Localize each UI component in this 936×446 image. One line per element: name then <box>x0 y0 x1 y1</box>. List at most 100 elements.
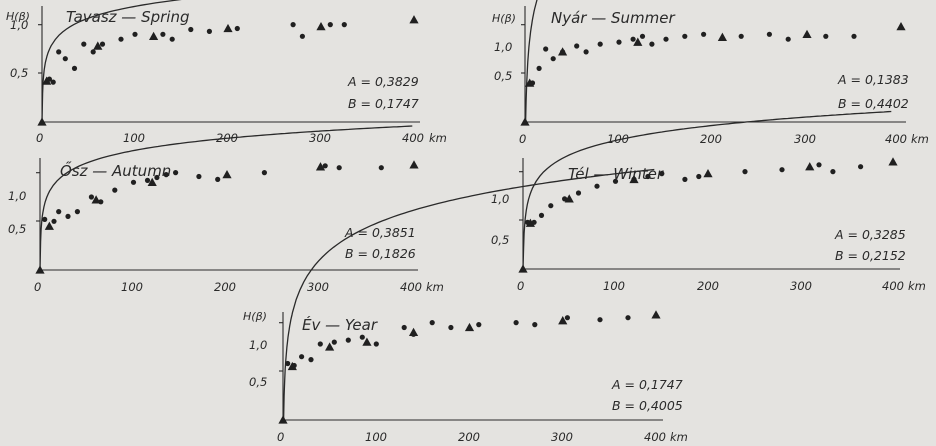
x-unit-label: km <box>911 132 929 146</box>
panel-year: H(β) 0,5 1,0 0 100 200 300 400 km Év — Y… <box>243 168 688 444</box>
data-point-dot <box>206 28 212 34</box>
data-point-dot <box>816 162 822 168</box>
data-point-dot <box>331 339 337 345</box>
x-tick-label: 0 <box>277 430 284 444</box>
y-tick-label: 1,0 <box>491 192 509 206</box>
data-point-dot <box>538 212 545 218</box>
data-point-triangle <box>42 76 52 85</box>
data-point-dot <box>285 360 291 367</box>
data-point-dot <box>823 33 829 39</box>
x-tick-label: 200 <box>697 279 719 293</box>
data-point-triangle <box>802 29 812 39</box>
data-point-triangle <box>896 21 906 31</box>
data-point-triangle <box>91 195 101 204</box>
data-point-dot <box>81 41 87 47</box>
data-point-dot <box>701 31 707 37</box>
x-tick-label: 100 <box>123 131 145 145</box>
data-point-dot <box>118 36 124 42</box>
panel-autumn: 0,5 1,0 0 100 200 300 400 km Ősz — Autum… <box>8 125 444 294</box>
data-point-dot <box>830 169 836 175</box>
data-point-dot <box>476 322 482 328</box>
data-point-dot <box>132 31 138 37</box>
data-point-dot <box>336 165 342 171</box>
x-tick-label: 200 <box>458 430 480 444</box>
data-point-dot <box>169 36 175 42</box>
y-axis-label: H(β) <box>492 12 516 25</box>
data-point-dot <box>429 320 435 326</box>
data-point-triangle <box>316 21 326 31</box>
data-point-triangle <box>717 32 727 41</box>
data-point-triangle <box>525 218 535 227</box>
data-point-dot <box>299 354 305 360</box>
data-point-dot <box>215 176 221 182</box>
param-b: B = 0,1747 <box>348 96 419 111</box>
data-point-triangle <box>315 162 326 171</box>
data-point-dot <box>42 216 48 222</box>
plot-layer <box>278 168 661 424</box>
data-point-dot <box>401 324 407 331</box>
origin-triangle-marker <box>520 117 530 126</box>
plot-layer <box>518 110 898 273</box>
data-point-triangle <box>651 310 661 319</box>
y-axis-label: H(β) <box>6 10 30 23</box>
data-point-triangle <box>888 157 898 166</box>
x-tick-label: 0 <box>517 279 524 293</box>
data-point-dot <box>616 39 622 45</box>
data-point-dot <box>261 170 267 176</box>
data-point-dot <box>62 56 68 62</box>
data-point-dot <box>188 26 194 33</box>
param-b: B = 0,1826 <box>345 246 416 261</box>
data-point-dot <box>548 203 554 209</box>
data-point-dot <box>234 25 240 32</box>
data-point-triangle <box>44 221 54 230</box>
data-point-dot <box>88 194 94 200</box>
x-unit-label: km <box>908 279 926 293</box>
data-point-dot <box>513 320 519 326</box>
data-point-triangle <box>633 37 643 46</box>
data-point-triangle <box>558 47 568 56</box>
data-point-dot <box>536 65 542 71</box>
x-tick-label: 0 <box>519 132 526 146</box>
plot-layer <box>520 0 906 126</box>
origin-triangle-marker <box>518 264 528 273</box>
data-point-dot <box>663 36 669 42</box>
y-tick-label: 0,5 <box>10 66 28 80</box>
data-point-dot <box>597 317 603 323</box>
data-point-triangle <box>362 337 372 346</box>
fit-curve <box>39 125 413 271</box>
param-b: B = 0,4005 <box>612 398 683 413</box>
data-point-triangle <box>703 168 713 178</box>
data-point-dot <box>160 31 166 37</box>
data-point-dot <box>90 49 96 55</box>
data-point-dot <box>785 36 791 42</box>
data-point-dot <box>562 196 568 202</box>
x-tick-label: 400 <box>400 280 422 294</box>
data-point-dot <box>308 357 314 363</box>
data-point-dot <box>51 218 57 224</box>
data-point-dot <box>564 315 571 321</box>
panel-spring: H(β) 0,5 1,0 0 100 200 300 400 km Tavasz… <box>6 0 447 145</box>
data-point-dot <box>649 41 655 47</box>
x-tick-label: 300 <box>307 280 329 294</box>
y-tick-label: 1,0 <box>494 40 512 54</box>
param-b: B = 0,4402 <box>838 96 909 111</box>
data-point-dot <box>682 33 688 39</box>
data-point-triangle <box>464 322 475 332</box>
param-a: A = 0,3285 <box>834 227 906 242</box>
data-point-dot <box>682 176 688 182</box>
data-point-dot <box>583 49 589 55</box>
data-point-triangle <box>147 177 157 187</box>
data-point-dot <box>317 341 323 347</box>
data-point-dot <box>290 22 296 28</box>
x-tick-label: 100 <box>365 430 387 444</box>
data-point-dot <box>630 36 636 42</box>
data-point-triangle <box>223 23 233 33</box>
data-point-dot <box>532 322 538 328</box>
data-point-dot <box>322 163 328 169</box>
x-tick-label: 300 <box>794 132 816 146</box>
x-unit-label: km <box>429 131 447 145</box>
panel-summer: H(β) 0,5 1,0 0 100 200 300 400 km Nyár —… <box>492 0 929 146</box>
data-point-triangle <box>409 15 419 24</box>
data-point-dot <box>574 43 580 49</box>
data-point-triangle <box>408 327 419 337</box>
